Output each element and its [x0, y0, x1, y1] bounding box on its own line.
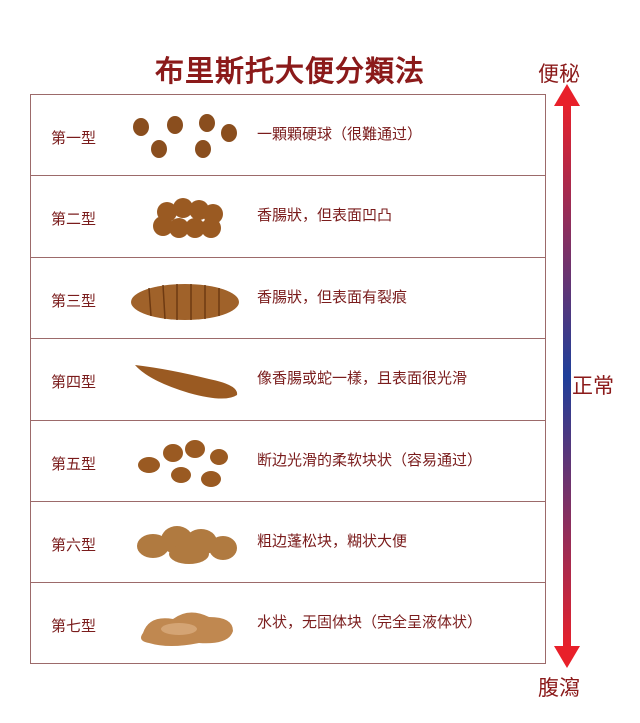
type-description: 像香腸或蛇一樣，且表面很光滑: [257, 369, 468, 388]
chart-title: 布里斯托大便分類法: [154, 54, 425, 88]
type-description: 一顆顆硬球（很難通过）: [257, 125, 423, 143]
type-label: 第二型: [51, 210, 97, 229]
table-row: 第五型 断边光滑的柔软块状（容易通过）: [31, 421, 545, 502]
scale-top-label: 便秘: [538, 62, 580, 86]
fluffy-mushy-icon: [137, 525, 237, 564]
table-row: 第六型 粗边蓬松块，糊状大便: [31, 502, 545, 584]
lumpy-sausage-icon: [153, 198, 223, 239]
table-row: 第七型 水状，无固体块（完全呈液体状）: [31, 583, 545, 664]
table-row: 第二型 香腸狀，但表面凹凸: [31, 176, 545, 258]
type-label: 第六型: [51, 535, 97, 554]
type-label: 第五型: [51, 454, 97, 473]
type-description: 粗边蓬松块，糊状大便: [257, 531, 408, 550]
type-label: 第一型: [51, 129, 97, 147]
separate-hard-lumps-icon: [133, 114, 237, 158]
type-description: 水状，无固体块（完全呈液体状）: [257, 613, 483, 632]
type-label: 第三型: [51, 291, 97, 310]
type-label: 第七型: [51, 617, 97, 636]
stool-type-table: 第一型 一顆顆硬球（很難通过） 第二型 香腸狀，但表面凹凸 第三型 香腸狀，但表…: [30, 94, 546, 664]
table-row: 第一型 一顆顆硬球（很難通过）: [31, 95, 545, 177]
table-row: 第四型 像香腸或蛇一樣，且表面很光滑: [31, 339, 545, 421]
cracked-sausage-icon: [131, 283, 239, 320]
table-row: 第三型 香腸狀，但表面有裂痕: [31, 258, 545, 340]
type-description: 断边光滑的柔软块状（容易通过）: [257, 450, 483, 469]
type-description: 香腸狀，但表面凹凸: [257, 206, 393, 225]
watery-liquid-icon: [141, 612, 233, 647]
scale-bottom-label: 腹瀉: [538, 676, 580, 700]
smooth-snake-icon: [135, 365, 238, 399]
type-label: 第四型: [51, 373, 97, 392]
double-arrow-icon: [554, 84, 580, 668]
scale-middle-label: 正常: [572, 374, 614, 398]
type-description: 香腸狀，但表面有裂痕: [257, 287, 408, 306]
soft-blobs-icon: [138, 439, 228, 487]
